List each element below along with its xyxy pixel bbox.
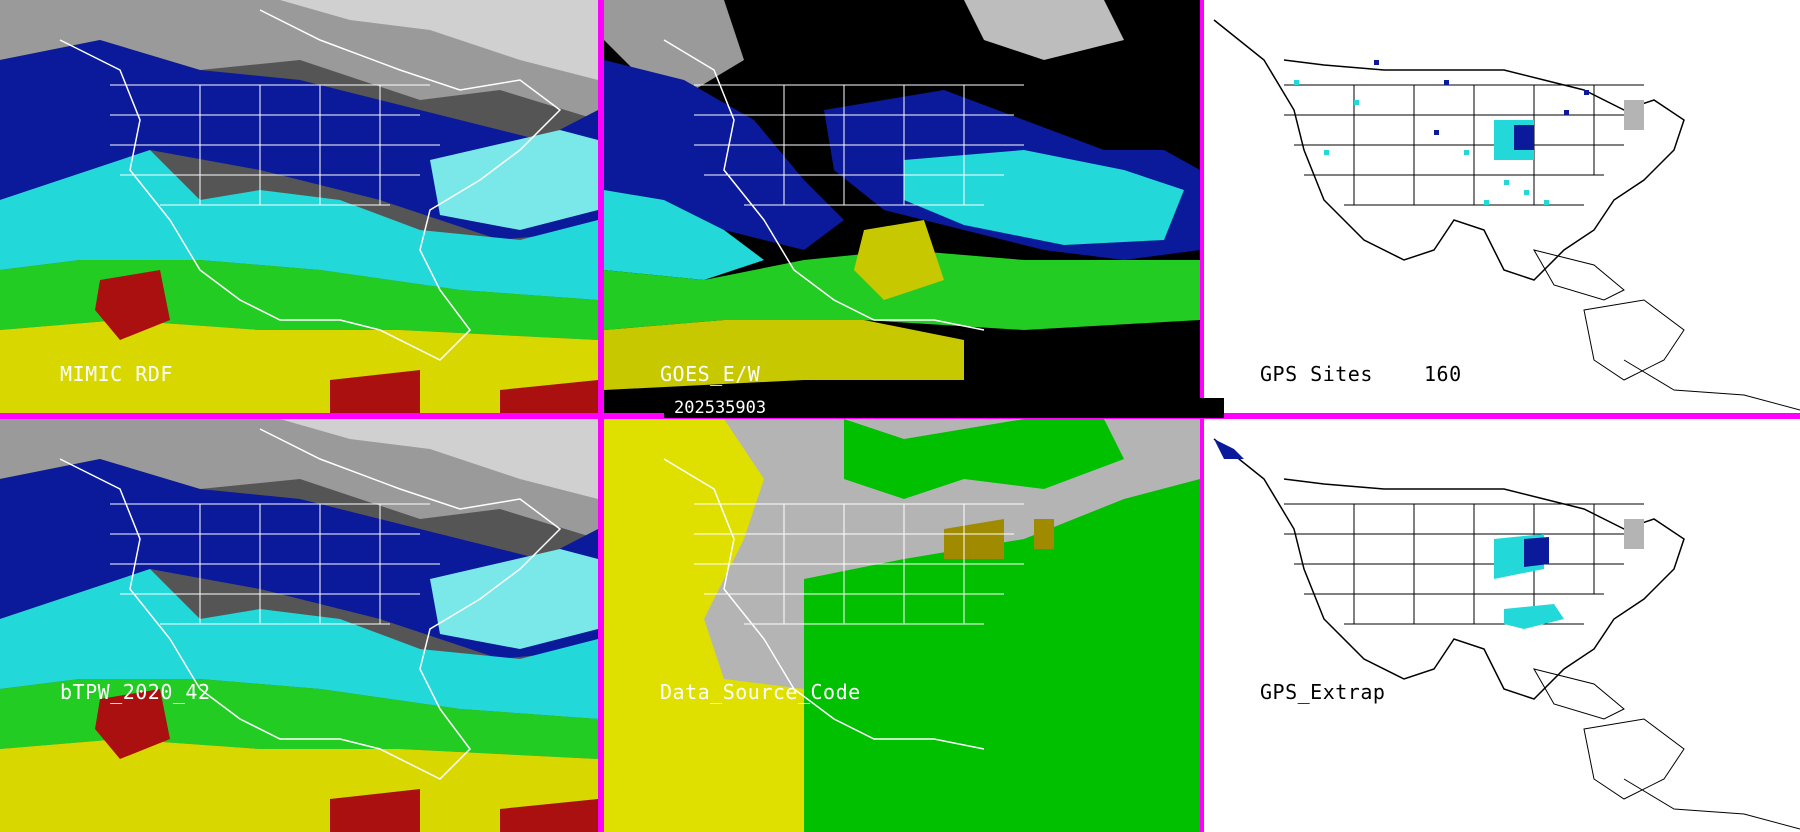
btpw-label: bTPW_2020_42 bbox=[60, 680, 211, 704]
gps-extrap-map bbox=[1213, 438, 1800, 830]
data-source-code-label: Data_Source_Code bbox=[660, 680, 861, 704]
gps-sites-map bbox=[1213, 19, 1800, 411]
goes-ew-label: GOES_E/W bbox=[660, 362, 761, 386]
goes-ew-panel: GOES_E/W bbox=[604, 0, 1200, 413]
mimic-rdf-label: MIMIC RDF bbox=[60, 362, 173, 386]
goes-ew-map bbox=[604, 0, 1200, 413]
mimic-rdf-panel: MIMIC RDF bbox=[0, 0, 598, 413]
mimic-rdf-map bbox=[0, 0, 598, 413]
btpw-map bbox=[0, 419, 598, 832]
data-source-code-map bbox=[604, 419, 1200, 832]
gps-sites-label: GPS Sites bbox=[1260, 362, 1373, 386]
gps-extrap-label: GPS_Extrap bbox=[1260, 680, 1386, 704]
gps-sites-panel: GPS Sites 160 bbox=[1204, 0, 1800, 413]
timestamp-bar: 202535903 bbox=[664, 398, 1224, 418]
gps-sites-count: 160 bbox=[1424, 362, 1462, 386]
data-source-code-panel: Data_Source_Code bbox=[604, 419, 1200, 832]
btpw-panel: bTPW_2020_42 bbox=[0, 419, 598, 832]
gps-extrap-panel: GPS_Extrap bbox=[1204, 419, 1800, 832]
